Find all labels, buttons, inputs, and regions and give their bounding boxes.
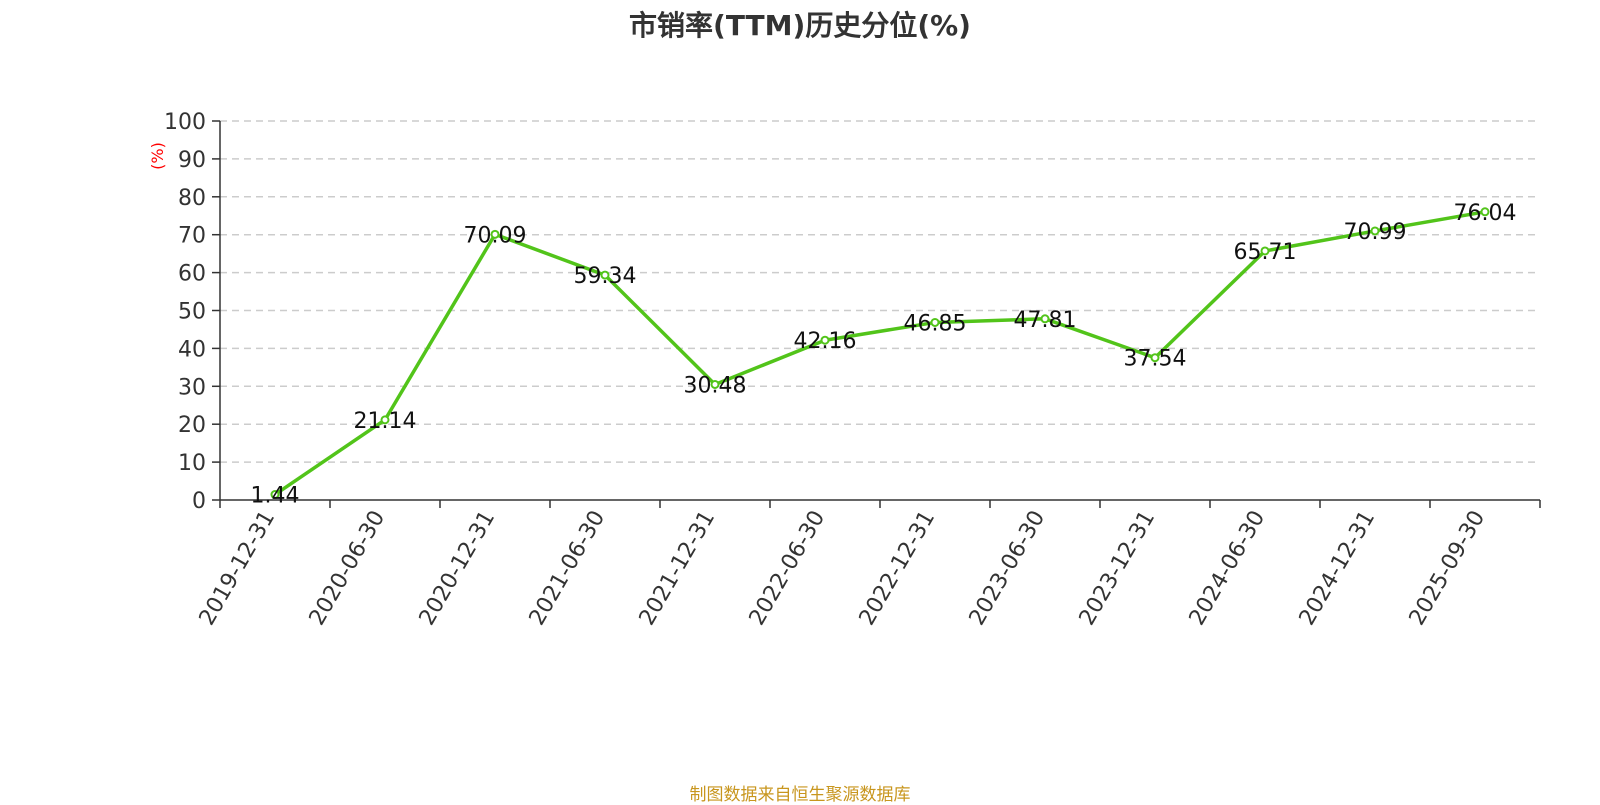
data-label: 70.99 xyxy=(1344,220,1407,245)
data-label: 65.71 xyxy=(1234,240,1297,265)
y-tick-label: 80 xyxy=(178,186,206,211)
x-tick-label: 2023-06-30 xyxy=(965,507,1051,630)
x-tick-label: 2024-06-30 xyxy=(1185,507,1271,630)
y-tick-label: 40 xyxy=(178,337,206,362)
y-tick-label: 70 xyxy=(178,224,206,249)
data-label: 70.09 xyxy=(464,223,527,248)
y-tick-label: 10 xyxy=(178,451,206,476)
data-label: 30.48 xyxy=(684,373,747,398)
data-label: 21.14 xyxy=(354,409,417,434)
y-tick-label: 0 xyxy=(192,489,206,514)
x-tick-label: 2020-06-30 xyxy=(305,507,391,630)
x-tick-label: 2025-09-30 xyxy=(1405,507,1491,630)
data-label: 59.34 xyxy=(574,264,637,289)
data-point xyxy=(1370,226,1380,236)
x-tick-label: 2021-12-31 xyxy=(635,507,721,630)
x-tick-label: 2023-12-31 xyxy=(1075,507,1161,630)
data-point xyxy=(820,335,830,345)
data-point xyxy=(1260,246,1270,256)
x-tick-label: 2020-12-31 xyxy=(415,507,501,630)
data-label: 46.85 xyxy=(904,311,967,336)
data-labels: 1.44 21.14 70.09 59.34 30.48 42.16 46.85 47.81 3… xyxy=(251,201,1517,509)
data-point xyxy=(600,270,610,280)
grid-lines xyxy=(220,120,1540,463)
data-label: 42.16 xyxy=(794,329,857,354)
x-tick-label: 2019-12-31 xyxy=(195,507,281,630)
y-tick-label: 90 xyxy=(178,148,206,173)
data-point xyxy=(710,379,720,389)
data-point xyxy=(270,490,280,500)
y-axis-label: (%) xyxy=(148,142,167,170)
x-tick-label: 2024-12-31 xyxy=(1295,507,1381,630)
line-chart: 0 10 20 30 40 50 60 70 80 90 100 2019-12-31 2020-06… xyxy=(148,110,1541,630)
source-note: 制图数据来自恒生聚源数据库 xyxy=(689,785,911,805)
y-tick-label: 30 xyxy=(178,375,206,400)
data-label: 76.04 xyxy=(1454,201,1517,226)
x-tick-label: 2022-12-31 xyxy=(855,507,941,630)
y-tick-label: 20 xyxy=(178,413,206,438)
data-points xyxy=(270,207,1490,500)
data-point xyxy=(930,317,940,327)
series-line-path xyxy=(273,210,1487,497)
data-label: 37.54 xyxy=(1124,347,1187,372)
data-label: 1.44 xyxy=(251,484,300,509)
data-point xyxy=(490,229,500,239)
series-line xyxy=(273,210,1487,497)
data-label: 47.81 xyxy=(1014,308,1077,333)
data-point xyxy=(1150,353,1160,363)
y-tick-label: 50 xyxy=(178,300,206,325)
data-point xyxy=(1480,207,1490,217)
x-axis-ticks: 2019-12-31 2020-06-30 2020-12-31 2021-06-30… xyxy=(195,500,1541,630)
data-point xyxy=(1040,314,1050,324)
data-point xyxy=(380,415,390,425)
x-tick-label: 2022-06-30 xyxy=(745,507,831,630)
y-axis-ticks: 0 10 20 30 40 50 60 70 80 90 100 xyxy=(164,110,220,514)
y-tick-label: 60 xyxy=(178,262,206,287)
x-tick-label: 2021-06-30 xyxy=(525,507,611,630)
chart-title: 市销率(TTM)历史分位(%) xyxy=(629,9,971,42)
y-tick-label: 100 xyxy=(164,110,206,135)
